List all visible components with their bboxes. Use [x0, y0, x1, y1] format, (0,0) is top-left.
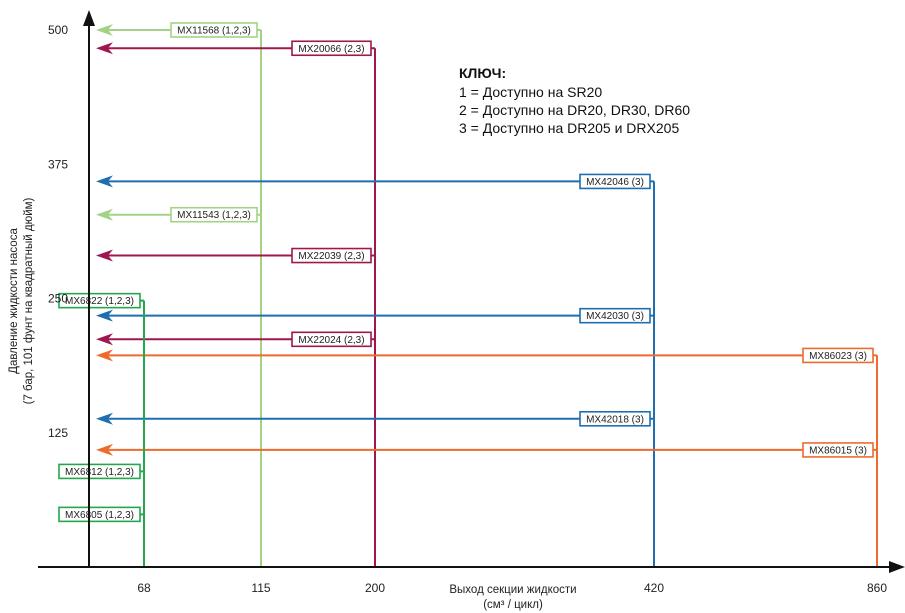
series-mx11543: MX11543 (1,2,3) — [96, 206, 262, 567]
y-tick-label-2: 375 — [48, 157, 68, 171]
y-tick-label-1: 250 — [48, 292, 68, 306]
series-tag-box — [802, 442, 874, 458]
series-tag-label: MX42030 (3) — [586, 311, 644, 322]
series-tag-label: MX22039 (2,3) — [298, 251, 364, 262]
x-tick-label-2: 200 — [365, 581, 385, 595]
series-tag-label: MX11543 (1,2,3) — [177, 210, 251, 221]
series-tag-label: MX20066 (2,3) — [298, 44, 364, 55]
series-arrowhead — [96, 412, 113, 425]
x-axis-title-line1: Выход секции жидкости — [449, 584, 576, 596]
series-mx22024: MX22024 (2,3) — [96, 331, 376, 567]
series-arrowhead — [96, 208, 113, 221]
series-arrowhead — [96, 443, 113, 456]
y-axis-title-line1: Давление жидкости насоса — [8, 228, 20, 374]
series-tag-box — [291, 331, 372, 348]
key-line-3: 3 = Доступно на DR205 и DRX205 — [459, 120, 679, 136]
plot-layer: MX11568 (1,2,3) MX11543 (1,2,3) MX20066 (2… — [58, 22, 878, 567]
series-tag-label: MX6822 (1,2,3) — [65, 296, 134, 307]
series-mx6822: MX6822 (1,2,3) — [58, 292, 145, 567]
key-legend: КЛЮЧ: 1 = Доступно на SR20 2 = Доступно … — [459, 65, 690, 136]
series-arrowhead — [96, 309, 113, 322]
series-tag-box — [291, 247, 372, 264]
series-tag-label: MX11568 (1,2,3) — [177, 26, 251, 37]
series-arrowhead — [96, 249, 113, 262]
series-mx86023: MX86023 (3) — [96, 347, 878, 567]
tick-labels: 68 115 200 420 860 125 250 375 500 — [48, 23, 887, 595]
series-tag-label: MX42018 (3) — [586, 414, 644, 425]
key-line-1: 1 = Доступно на SR20 — [459, 84, 602, 100]
x-tick-label-3: 420 — [644, 581, 664, 595]
y-tick-label-0: 125 — [48, 426, 68, 440]
x-axis-arrowhead — [889, 561, 905, 573]
series-mx42018: MX42018 (3) — [96, 410, 655, 567]
y-axis-title-line2: (7 бар, 101 фунт на квадратный дюйм) — [23, 197, 35, 404]
series-mx86015: MX86015 (3) — [96, 442, 878, 567]
series-tag-box — [802, 347, 874, 364]
series-tag-box — [579, 410, 651, 427]
series-tag-label: MX6805 (1,2,3) — [65, 510, 134, 521]
x-axis-title-line2: (см³ / цикл) — [483, 599, 543, 611]
series-tag-label: MX42046 (3) — [586, 177, 644, 188]
series-arrowhead — [96, 42, 113, 55]
y-tick-label-3: 500 — [48, 23, 68, 37]
y-axis-title: Давление жидкости насоса (7 бар, 101 фун… — [8, 197, 35, 404]
series-arrowhead — [96, 175, 113, 188]
series-tag-box — [579, 173, 651, 190]
y-axis-arrowhead — [83, 10, 95, 26]
series-tag-label: MX86023 (3) — [809, 351, 867, 362]
series-tag-box — [579, 307, 651, 324]
x-tick-label-1: 115 — [251, 581, 270, 595]
series-tag-box — [58, 292, 141, 309]
series-tag-box — [58, 463, 141, 480]
key-line-2: 2 = Доступно на DR20, DR30, DR60 — [459, 102, 690, 118]
x-tick-label-4: 860 — [867, 581, 887, 595]
series-tag-label: MX22024 (2,3) — [298, 335, 364, 346]
series-tag-label: MX6812 (1,2,3) — [65, 467, 134, 478]
series-tag-box — [170, 22, 258, 38]
series-tag-box — [291, 40, 372, 57]
series-arrowhead — [96, 24, 113, 36]
series-mx6805: MX6805 (1,2,3) — [58, 506, 145, 567]
series-arrowhead — [96, 349, 113, 362]
series-tag-box — [58, 506, 141, 523]
series-tag-label: MX86015 (3) — [809, 445, 867, 456]
series-arrowhead — [96, 333, 113, 346]
series-tag-box — [170, 206, 258, 223]
key-title: КЛЮЧ: — [459, 65, 506, 81]
x-tick-label-0: 68 — [137, 581, 151, 595]
